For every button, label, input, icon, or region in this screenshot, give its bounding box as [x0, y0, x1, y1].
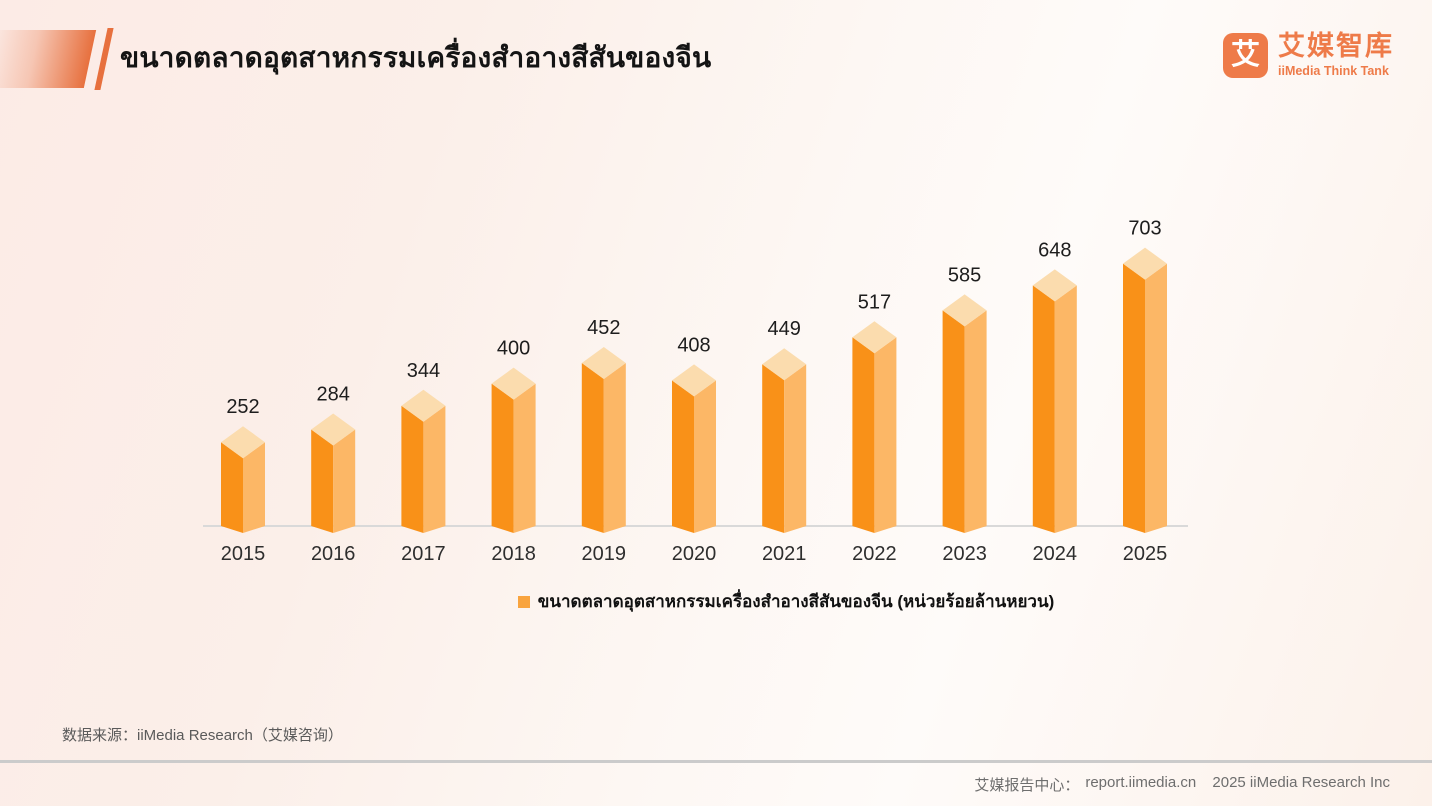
logo-name-en: iiMedia Think Tank — [1278, 63, 1389, 78]
x-tick-2023: 2023 — [942, 543, 987, 565]
bar-2020-left-face — [672, 380, 694, 533]
bar-2018-right-face — [513, 383, 536, 533]
bar-2022-right-face — [874, 337, 897, 533]
x-tick-2020: 2020 — [672, 543, 717, 565]
bar-2024-right-face — [1054, 285, 1077, 533]
footer: 艾媒报告中心： report.iimedia.cn 2025 iiMedia R… — [974, 774, 1390, 795]
bar-2016-right-face — [333, 429, 356, 533]
title-accent-shape — [0, 30, 97, 88]
report-center-label: 艾媒报告中心： — [974, 777, 1080, 794]
bar-2025-right-face — [1145, 263, 1167, 533]
iimedia-logo-icon: 艾 — [1223, 32, 1268, 78]
bar-2023-top-face — [942, 294, 987, 327]
x-tick-2022: 2022 — [852, 543, 897, 565]
value-label-2021: 449 — [768, 318, 801, 340]
x-tick-2017: 2017 — [401, 543, 446, 565]
copyright-text: 2025 iiMedia Research Inc — [1212, 774, 1390, 791]
value-label-2015: 252 — [226, 396, 259, 418]
bar-2018-left-face — [491, 383, 514, 533]
logo-name-cn: 艾媒智库 — [1278, 31, 1394, 61]
x-tick-2025: 2025 — [1123, 543, 1168, 565]
bar-2025-left-face — [1123, 263, 1145, 533]
bar-2019-right-face — [603, 363, 626, 533]
bar-2023-left-face — [942, 310, 965, 533]
iimedia-logo: 艾 艾媒智库 iiMedia Think Tank — [1223, 31, 1394, 78]
x-tick-2019: 2019 — [582, 543, 627, 565]
legend-swatch-icon — [517, 595, 530, 608]
bar-2017-left-face — [401, 405, 424, 533]
x-tick-2015: 2015 — [221, 543, 266, 565]
value-label-2017: 344 — [407, 360, 440, 382]
bar-2022-top-face — [852, 321, 897, 354]
chart-legend: ขนาดตลาดอุตสาหกรรมเครื่องสำอางสีสันของจี… — [0, 588, 1432, 615]
bar-2016-left-face — [311, 429, 334, 533]
bar-2018-top-face — [491, 367, 536, 400]
x-tick-2024: 2024 — [1033, 543, 1078, 565]
bar-2023-right-face — [964, 310, 987, 533]
footer-divider — [0, 760, 1432, 763]
x-tick-2016: 2016 — [311, 543, 356, 565]
bar-2015-right-face — [243, 442, 265, 533]
bar-2017-top-face — [401, 389, 446, 422]
bar-2020-top-face — [672, 364, 716, 397]
value-label-2018: 400 — [497, 338, 530, 360]
value-label-2025: 703 — [1128, 218, 1161, 240]
x-tick-2021: 2021 — [762, 543, 807, 565]
value-label-2022: 517 — [858, 291, 891, 313]
bar-2020-right-face — [694, 380, 716, 533]
bar-2019-left-face — [581, 363, 604, 533]
bar-2024-top-face — [1032, 269, 1077, 302]
value-label-2020: 408 — [677, 334, 710, 356]
bar-chart: 252 2015 284 2016 344 2017 400 2018 452 2019 408 20… — [203, 218, 1188, 565]
bar-2015-left-face — [221, 442, 243, 533]
title-accent-slash — [94, 28, 114, 90]
footer-spacer — [1202, 774, 1206, 795]
bar-2016-top-face — [311, 413, 356, 446]
bar-2024-left-face — [1032, 285, 1055, 533]
iimedia-logo-text: 艾媒智库 iiMedia Think Tank — [1278, 31, 1394, 78]
bar-2021-top-face — [762, 348, 807, 381]
value-label-2016: 284 — [317, 384, 350, 406]
legend-label: ขนาดตลาดอุตสาหกรรมเครื่องสำอางสีสันของจี… — [537, 592, 1055, 611]
bar-2019-top-face — [581, 347, 626, 380]
data-source-note: 数据来源：iiMedia Research（艾媒咨询） — [62, 727, 343, 744]
bar-2022-left-face — [852, 337, 875, 533]
report-center-url[interactable]: report.iimedia.cn — [1085, 774, 1197, 791]
bar-2021-right-face — [784, 364, 807, 533]
value-label-2019: 452 — [587, 317, 620, 339]
x-tick-2018: 2018 — [491, 543, 536, 565]
bar-2017-right-face — [423, 405, 446, 533]
bar-2021-left-face — [762, 364, 785, 533]
page-title: ขนาดตลาดอุตสาหกรรมเครื่องสำอางสีสันของจี… — [120, 42, 712, 73]
bar-2015-top-face — [221, 426, 265, 459]
value-label-2023: 585 — [948, 264, 981, 286]
bar-2025-top-face — [1123, 247, 1167, 280]
value-label-2024: 648 — [1038, 239, 1071, 261]
